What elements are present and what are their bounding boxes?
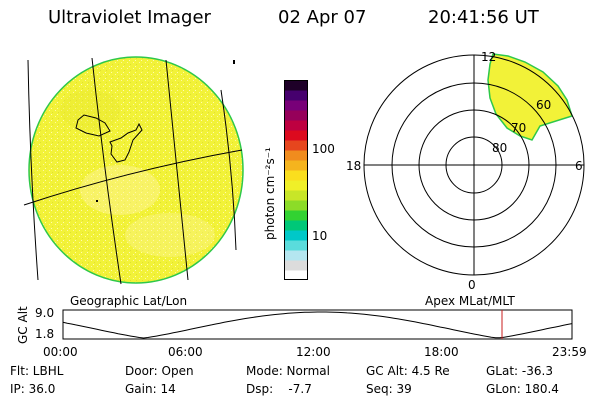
colorbar-swatch <box>284 90 308 101</box>
altitude-ylabel: GC Alt <box>16 306 30 344</box>
colorbar-swatch <box>284 240 308 251</box>
colorbar-tick-100: 100 <box>312 142 335 156</box>
lat-label-70: 70 <box>511 121 526 135</box>
mlt-label-12: 12 <box>481 50 496 64</box>
info-glon: GLon: 180.4 <box>486 382 559 396</box>
colorbar-swatch <box>284 130 308 141</box>
colorbar-swatch <box>284 100 308 111</box>
colorbar-swatch <box>284 230 308 241</box>
altitude-xtick-1200: 12:00 <box>296 345 331 359</box>
colorbar-swatch <box>284 260 308 271</box>
info-flt: Flt: LBHL <box>10 364 64 378</box>
latitude-line <box>23 149 243 206</box>
mlt-label-6: 6 <box>575 159 583 173</box>
info-gc-alt: GC Alt: 4.5 Re <box>366 364 450 378</box>
colorbar-swatch <box>284 200 308 211</box>
colorbar-swatch <box>284 210 308 221</box>
info-dsp: Dsp: -7.7 <box>246 382 312 396</box>
altitude-xtick-1800: 18:00 <box>424 345 459 359</box>
colorbar-unit-label: photon cm⁻²s⁻¹ <box>263 147 277 240</box>
altitude-xtick-0000: 00:00 <box>43 345 78 359</box>
earth-panel-caption: Geographic Lat/Lon <box>70 294 188 308</box>
altitude-curve <box>62 311 573 339</box>
altitude-xtick-0600: 06:00 <box>168 345 203 359</box>
altitude-xtick-2359: 23:59 <box>552 345 587 359</box>
polar-auroral-region <box>487 53 573 141</box>
info-door: Door: Open <box>125 364 194 378</box>
colorbar-swatch <box>284 250 308 261</box>
time-label: 20:41:56 UT <box>428 7 539 28</box>
info-ip: IP: 36.0 <box>10 382 56 396</box>
mlt-label-0: 0 <box>468 278 476 292</box>
earth-image-panel <box>23 56 244 285</box>
meridian-lines <box>27 57 237 285</box>
info-mode: Mode: Normal <box>246 364 330 378</box>
colorbar-swatch <box>284 140 308 151</box>
colorbar-tick-10: 10 <box>312 229 328 243</box>
colorbar-swatch <box>284 270 308 280</box>
mlt-label-18: 18 <box>346 159 361 173</box>
date-label: 02 Apr 07 <box>278 7 367 28</box>
colorbar-swatch <box>284 110 308 121</box>
colorbar-swatch <box>284 160 308 171</box>
colorbar-swatch <box>284 150 308 161</box>
lat-label-60: 60 <box>536 98 551 112</box>
colorbar-swatch <box>284 120 308 131</box>
coastline-outline <box>75 114 143 163</box>
colorbar-swatch <box>284 180 308 191</box>
earth-disk <box>28 56 244 284</box>
altitude-ytick-9: 9.0 <box>35 306 55 320</box>
colorbar-swatch <box>284 170 308 181</box>
info-seq: Seq: 39 <box>366 382 412 396</box>
altitude-plot <box>62 309 573 340</box>
altitude-ytick-1: 1.8 <box>35 327 55 341</box>
colorbar <box>284 80 308 280</box>
info-gain: Gain: 14 <box>125 382 176 396</box>
colorbar-swatch <box>284 80 308 91</box>
colorbar-swatch <box>284 190 308 201</box>
lat-label-80: 80 <box>492 141 507 155</box>
polar-plot: 12 18 6 0 80 70 60 <box>346 50 585 292</box>
polar-panel-caption: Apex MLat/MLT <box>425 294 515 308</box>
app-title: Ultraviolet Imager <box>48 7 211 28</box>
info-glat: GLat: -36.3 <box>486 364 553 378</box>
colorbar-swatch <box>284 220 308 231</box>
